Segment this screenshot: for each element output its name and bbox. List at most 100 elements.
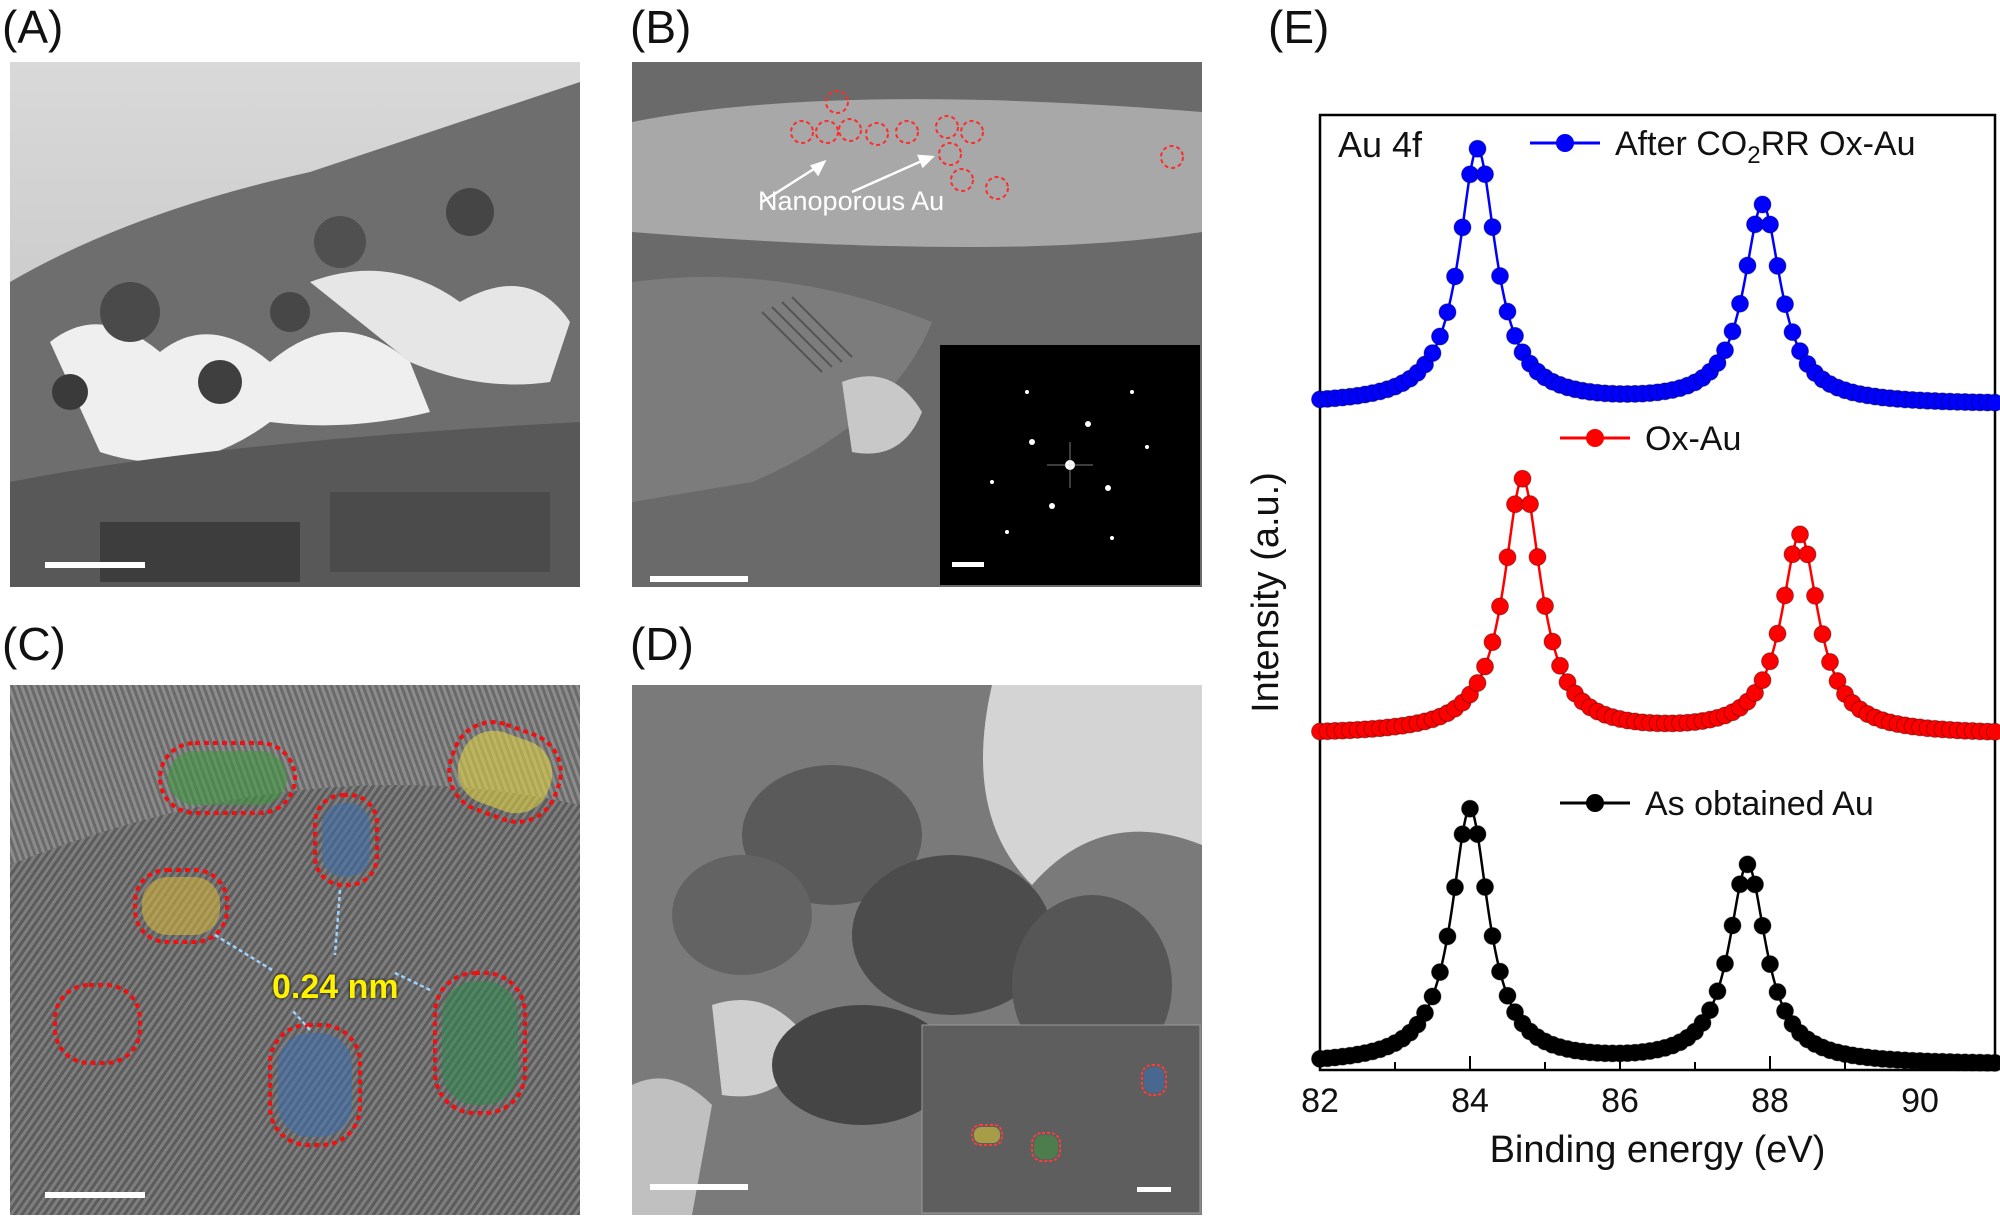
- data-point: [1753, 671, 1772, 690]
- data-point: [1783, 545, 1802, 564]
- data-point: [1738, 855, 1757, 874]
- data-point: [1746, 215, 1764, 234]
- data-point: [1693, 1013, 1712, 1032]
- data-point: [1768, 256, 1787, 275]
- panel-label-d: (D): [630, 618, 694, 670]
- data-point: [1476, 165, 1494, 184]
- data-point: [1783, 323, 1802, 342]
- data-point: [1821, 653, 1839, 672]
- data-point: [1753, 916, 1772, 935]
- data-point: [1701, 1001, 1719, 1020]
- data-point: [1453, 218, 1472, 237]
- data-point: [1828, 672, 1847, 691]
- data-point: [1446, 878, 1464, 897]
- data-point: [1423, 344, 1442, 363]
- panel-label-a: (A): [2, 1, 64, 53]
- data-point: [1423, 987, 1442, 1006]
- data-point: [1708, 982, 1727, 1001]
- legend-marker: [1586, 794, 1604, 812]
- data-point: [1708, 353, 1727, 372]
- panel-label-b: (B): [630, 1, 692, 53]
- x-tick-label: 84: [1451, 1082, 1489, 1120]
- data-point: [1491, 267, 1509, 286]
- data-point: [1776, 295, 1794, 314]
- data-point: [1543, 632, 1562, 651]
- data-point: [1761, 215, 1779, 234]
- data-point: [1813, 625, 1832, 644]
- legend-marker: [1556, 134, 1574, 152]
- x-axis-label: Binding energy (eV): [1490, 1129, 1826, 1171]
- nanoporous-au-label: Nanoporous Au: [758, 186, 945, 216]
- data-point: [1416, 1004, 1434, 1023]
- data-point: [1738, 256, 1757, 275]
- scale-bar-d: [650, 1184, 748, 1190]
- data-point: [1986, 722, 2000, 741]
- scale-bar-b: [650, 576, 748, 582]
- data-point: [1723, 916, 1742, 935]
- xps-chart: 82 84 86 88 90 Binding energy (eV) Intensity (…: [1245, 113, 2000, 1171]
- data-point: [1753, 195, 1772, 214]
- data-point: [1476, 657, 1494, 676]
- data-point: [1791, 525, 1809, 544]
- data-point: [1521, 495, 1539, 514]
- y-axis-label: Intensity (a.u.): [1245, 472, 1287, 713]
- plot-frame: [1318, 113, 1997, 1072]
- legend-label: As obtained Au: [1645, 785, 1874, 823]
- data-point: [1791, 342, 1809, 361]
- scale-bar-a: [45, 562, 145, 568]
- x-tick-label: 82: [1301, 1082, 1339, 1120]
- data-point: [1798, 545, 1817, 564]
- scale-bar-c: [45, 1192, 145, 1198]
- data-point: [1768, 624, 1787, 643]
- data-point: [1491, 962, 1509, 981]
- tem-image-d: [632, 685, 1202, 1215]
- data-point: [1776, 1002, 1794, 1021]
- hrtem-image-c: [10, 685, 580, 1215]
- legend-label: Ox-Au: [1645, 420, 1741, 458]
- chart-title: Au 4f: [1338, 124, 1423, 165]
- data-point: [1498, 986, 1517, 1005]
- data-point: [1768, 983, 1787, 1002]
- panel-label-c: (C): [2, 618, 66, 670]
- data-point: [1461, 799, 1479, 818]
- data-point: [1716, 954, 1734, 973]
- data-point: [1476, 878, 1494, 897]
- data-point: [1438, 303, 1457, 322]
- data-point: [1723, 322, 1742, 341]
- data-point: [1986, 1053, 2000, 1072]
- data-point: [1453, 825, 1472, 844]
- data-point: [1483, 926, 1502, 945]
- legend-marker: [1586, 429, 1604, 447]
- data-point: [1491, 597, 1509, 616]
- data-point: [1431, 327, 1449, 346]
- data-point: [1513, 469, 1532, 488]
- data-point: [1498, 548, 1517, 567]
- data-point: [1731, 875, 1749, 894]
- data-point: [1761, 955, 1779, 974]
- data-point: [1528, 548, 1547, 567]
- data-point: [1761, 652, 1779, 671]
- data-point: [1468, 139, 1487, 158]
- data-point: [1536, 596, 1554, 615]
- panel-label-e: (E): [1268, 1, 1330, 53]
- lattice-spacing-label: 0.24 nm: [272, 968, 399, 1006]
- data-point: [1506, 326, 1524, 345]
- data-point: [1506, 495, 1524, 514]
- data-point: [1986, 393, 2000, 412]
- data-point: [1461, 165, 1479, 184]
- data-point: [1806, 586, 1824, 605]
- data-point: [1446, 267, 1464, 286]
- x-tick-label: 90: [1901, 1082, 1939, 1120]
- data-point: [1716, 341, 1734, 360]
- data-point: [1776, 586, 1794, 605]
- x-tick-label: 86: [1601, 1082, 1639, 1120]
- legend-label: After CO2RR Ox-Au: [1615, 125, 1916, 169]
- data-point: [1483, 218, 1502, 237]
- data-point: [1468, 825, 1487, 844]
- x-tick-label: 88: [1751, 1082, 1789, 1120]
- data-point: [1483, 633, 1502, 652]
- data-point: [1438, 927, 1457, 946]
- data-point: [1551, 656, 1569, 675]
- tem-image-b: [632, 62, 1202, 587]
- tem-image-a: [10, 62, 580, 587]
